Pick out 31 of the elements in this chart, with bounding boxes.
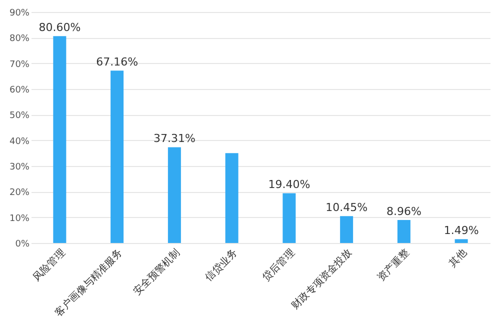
- data-label: 1.49%: [444, 224, 479, 238]
- bar: [110, 70, 124, 243]
- x-tick-label: 风险管理: [30, 246, 68, 284]
- x-tick-label: 安全预警机制: [131, 246, 182, 298]
- bar: [282, 193, 296, 243]
- y-tick-label: 50%: [9, 111, 30, 122]
- data-label: 37.31%: [153, 132, 196, 146]
- y-tick-label: 30%: [9, 162, 30, 172]
- y-tick-label: 90%: [9, 8, 30, 18]
- y-tick-label: 20%: [9, 188, 30, 198]
- y-tick-label: 0%: [15, 240, 30, 250]
- y-tick-label: 40%: [9, 136, 30, 147]
- x-tick-label: 其他: [446, 246, 470, 270]
- x-tick-label: 贷后管理: [260, 246, 297, 284]
- bar: [454, 239, 468, 243]
- data-label: 10.45%: [326, 201, 368, 214]
- y-tick-label: 60%: [9, 86, 30, 96]
- y-tick-label: 10%: [9, 214, 30, 224]
- x-tick-label: 资产重整: [374, 246, 412, 284]
- bar: [168, 147, 181, 243]
- bar: [53, 36, 66, 243]
- data-label: 8.96%: [386, 205, 422, 218]
- bar: [397, 220, 410, 243]
- data-label: 19.40%: [268, 178, 310, 192]
- bar: [340, 216, 354, 243]
- data-label: 80.60%: [38, 21, 81, 34]
- y-tick-label: 70%: [9, 60, 30, 70]
- y-tick-label: 80%: [9, 34, 30, 44]
- bar: [225, 153, 238, 243]
- data-label: 67.16%: [96, 56, 138, 69]
- x-tick-label: 信贷业务: [202, 246, 240, 284]
